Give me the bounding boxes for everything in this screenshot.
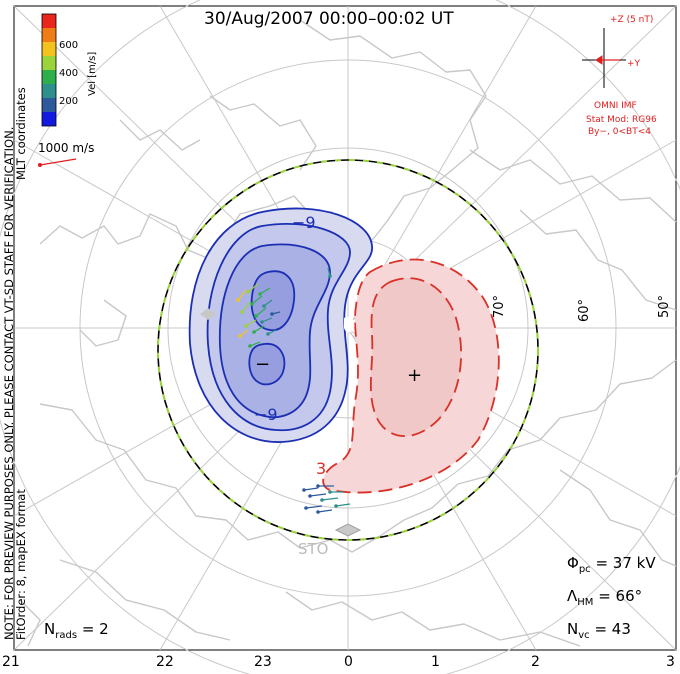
lambda-value: = 66° (598, 587, 643, 605)
colorbar-segment (42, 42, 56, 56)
mlt-tick-0: 0 (344, 654, 353, 670)
colorbar-tick-400: 400 (59, 68, 78, 79)
phi-subscript: pc (578, 564, 591, 575)
map-title: 30/Aug/2007 00:00–00:02 UT (204, 9, 454, 29)
nrads-symbol: N (44, 620, 56, 638)
colorbar-segment (42, 84, 56, 98)
hm-boundary-latitude: ΛHM = 66° (567, 587, 642, 608)
velocity-vectors-main (236, 267, 332, 348)
imf-source: OMNI IMF (594, 101, 637, 111)
latitude-label-50: 50° (657, 295, 672, 318)
latitude-label-70: 70° (492, 295, 507, 318)
radar-marker (334, 523, 362, 537)
lambda-symbol: Λ (567, 587, 578, 605)
fit-order-note: FitOrder: 8, mapEX format (14, 489, 28, 640)
radar-count: Nrads = 2 (44, 620, 109, 641)
imf-y-label: +Y (627, 59, 641, 69)
imf-stat-mod: Stat Mod: RG96 (586, 115, 657, 125)
vector-scale: 1000 m/s (38, 141, 94, 167)
mlt-tick-2: 2 (531, 654, 540, 670)
cross-polar-potential: Φpc = 37 kV (567, 554, 656, 575)
colorbar-tick-200: 200 (59, 96, 78, 107)
minimum-marker: − (255, 354, 270, 375)
mlt-tick-1: 1 (431, 654, 440, 670)
colorbar-tick-600: 600 (59, 40, 78, 51)
phi-value: = 37 kV (595, 554, 656, 572)
contour-label-min1: −9 (292, 213, 316, 232)
mlt-tick-21: 21 (2, 654, 20, 670)
mlt-tick-3: 3 (666, 654, 675, 670)
nrads-value: = 2 (81, 620, 109, 638)
phi-symbol: Φ (567, 554, 579, 572)
mlt-tick-23: 23 (254, 654, 272, 670)
maximum-marker: + (407, 365, 422, 386)
imf-condition: By−, 0<BT<4 (588, 127, 651, 137)
negative-potential-cell (188, 207, 373, 443)
vector-count: Nvc = 43 (567, 620, 631, 641)
imf-z-label: +Z (5 nT) (610, 15, 653, 25)
radar-label: STO (298, 540, 329, 558)
colorbar-segment (42, 56, 56, 70)
velocity-colorbar: 600 400 200 Vel [m/s] (41, 13, 98, 127)
latitude-label-60: 60° (577, 299, 592, 322)
colorbar-segment (42, 70, 56, 84)
nvc-subscript: vc (578, 630, 590, 641)
mlt-tick-22: 22 (156, 654, 174, 670)
pole-gap (344, 316, 355, 333)
radar-marker-west (200, 308, 216, 320)
colorbar-label: Vel [m/s] (87, 52, 98, 96)
contour-label-max: 3 (316, 459, 326, 478)
heppner-maynard-boundary (157, 159, 539, 541)
contour-label-min2: −9 (254, 405, 278, 424)
nvc-value: = 43 (594, 620, 631, 638)
colorbar-segment (42, 98, 56, 112)
lambda-subscript: HM (577, 597, 594, 608)
colorbar-segment (42, 28, 56, 42)
colorbar-segment (42, 14, 56, 28)
nrads-subscript: rads (55, 630, 78, 641)
colorbar-segment (42, 112, 56, 126)
positive-potential-cell (322, 258, 500, 494)
imf-dial (582, 28, 626, 88)
vector-scale-label: 1000 m/s (38, 141, 94, 155)
velocity-vectors-sto (302, 484, 351, 514)
nvc-symbol: N (567, 620, 579, 638)
coordinates-note: MLT coordinates (14, 87, 28, 180)
